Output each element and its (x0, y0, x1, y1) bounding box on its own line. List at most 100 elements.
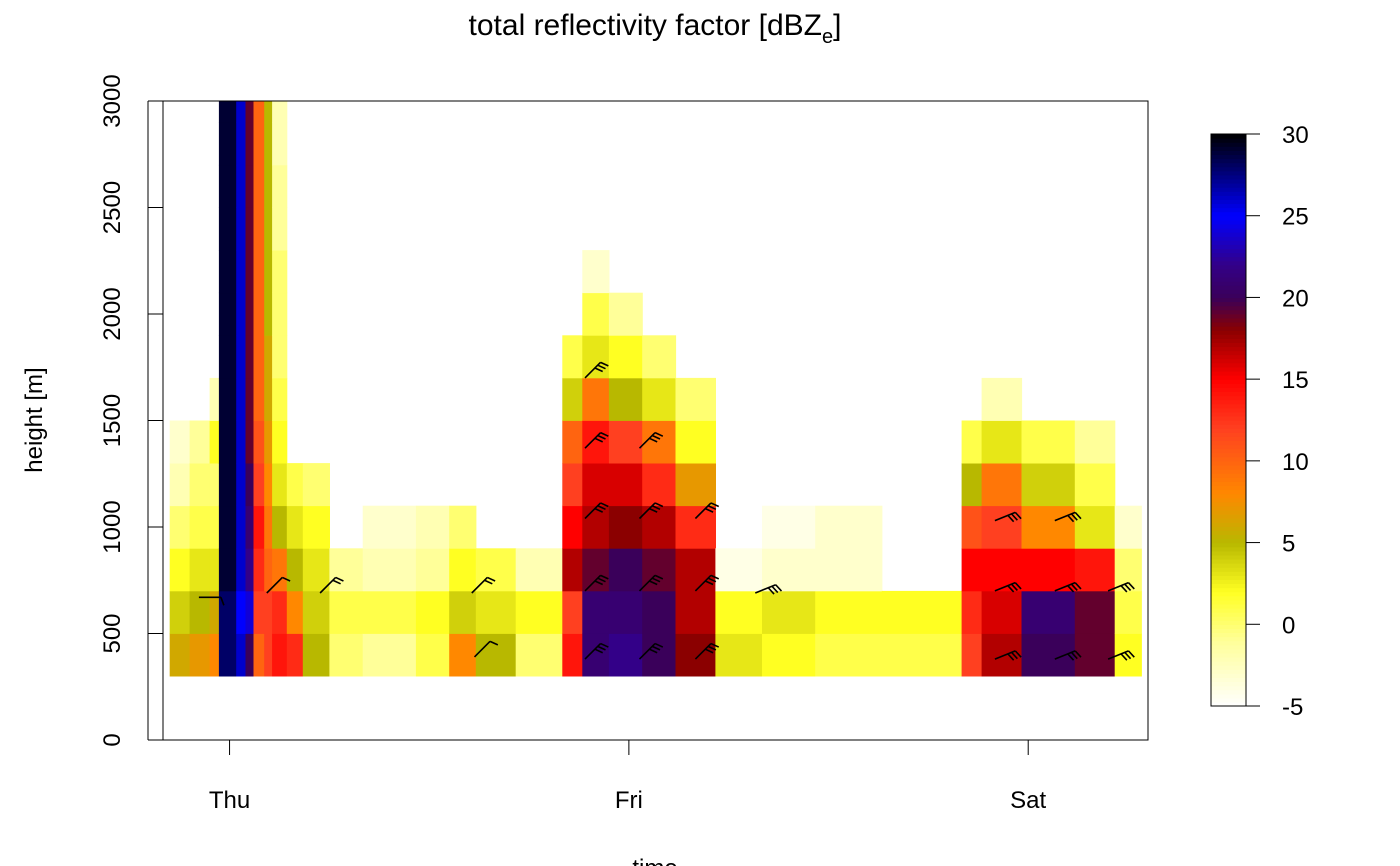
heatmap-cell (286, 633, 304, 677)
y-tick-label: 1500 (99, 394, 126, 447)
heatmap-cell (264, 377, 273, 421)
heatmap-cell (362, 633, 417, 677)
colorbar-step (1211, 285, 1246, 290)
x-tick-label: Sat (1010, 787, 1046, 814)
colorbar-step (1211, 628, 1246, 634)
heatmap-cell (209, 633, 220, 677)
colorbar-step (1211, 501, 1246, 507)
colorbar-step (1211, 652, 1246, 658)
colorbar-step (1211, 505, 1246, 511)
heatmap-cell (218, 250, 237, 294)
heatmap-cell (253, 420, 265, 464)
colorbar-step (1211, 268, 1246, 274)
colorbar-step (1211, 215, 1246, 221)
colorbar-step (1211, 685, 1246, 691)
colorbar-step (1211, 403, 1246, 409)
colorbar-tick-label: 0 (1282, 612, 1295, 639)
colorbar-step (1211, 150, 1246, 156)
colorbar-step (1211, 460, 1246, 466)
colorbar-step (1211, 620, 1246, 625)
heatmap-cell (236, 377, 247, 421)
colorbar-step (1211, 264, 1246, 270)
heatmap-cell (675, 548, 716, 592)
heatmap-cell (675, 420, 716, 464)
heatmap-cell (582, 548, 610, 592)
colorbar-step (1211, 636, 1246, 642)
colorbar-step (1211, 379, 1246, 384)
heatmap-cell (209, 463, 220, 507)
wind-barb (584, 431, 609, 449)
chart-title-main: total reflectivity factor [dBZ (469, 9, 822, 42)
heatmap-cell (961, 463, 983, 507)
heatmap-cell (642, 377, 677, 421)
colorbar-step (1211, 497, 1246, 503)
colorbar-step (1211, 612, 1246, 617)
heatmap-cell (169, 420, 191, 464)
colorbar-step (1211, 170, 1246, 176)
wind-barbs (198, 361, 1135, 661)
heatmap-cell (253, 590, 265, 634)
heatmap-cell (981, 633, 1023, 677)
heatmap-cell (245, 164, 255, 208)
heatmap-cell (272, 420, 288, 464)
colorbar-step (1211, 661, 1246, 666)
colorbar-step (1211, 599, 1246, 605)
colorbar-step (1211, 603, 1246, 609)
heatmap-cell (329, 590, 364, 634)
colorbar-step (1211, 277, 1246, 282)
heatmap-cell (236, 335, 247, 379)
heatmap-cell (169, 548, 191, 592)
colorbar-step (1211, 281, 1246, 286)
colorbar-step (1211, 546, 1246, 552)
colorbar-step (1211, 207, 1246, 213)
colorbar-step (1211, 420, 1246, 425)
heatmap-cell (515, 633, 563, 677)
heatmap-cell (236, 590, 247, 634)
heatmap-cell (218, 463, 237, 507)
heatmap-cell (475, 590, 517, 634)
colorbar-step (1211, 689, 1246, 695)
colorbar-step (1211, 518, 1246, 523)
colorbar-tick-label: 25 (1282, 204, 1309, 231)
heatmap-cell (362, 548, 417, 592)
heatmap-cell (415, 505, 450, 549)
heatmap-cell (1074, 463, 1116, 507)
colorbar-step (1211, 481, 1246, 486)
wind-barb (638, 502, 664, 520)
heatmap-cell (169, 463, 191, 507)
colorbar-step (1211, 440, 1246, 446)
colorbar-step (1211, 227, 1246, 233)
heatmap-cell (582, 250, 610, 294)
heatmap-cell (245, 463, 255, 507)
heatmap-cell (608, 505, 643, 549)
heatmap-cell (562, 548, 583, 592)
colorbar-step (1211, 571, 1246, 576)
heatmap-cell (1021, 548, 1076, 592)
heatmap-cell (562, 420, 583, 464)
heatmap-cell (515, 590, 563, 634)
heatmap-cell (608, 463, 643, 507)
colorbar-step (1211, 289, 1246, 294)
colorbar-step (1211, 669, 1246, 674)
heatmap-cell (1114, 548, 1142, 592)
colorbar-step (1211, 477, 1246, 482)
heatmap-cell (272, 590, 288, 634)
colorbar-step (1211, 350, 1246, 356)
colorbar-step (1211, 146, 1246, 151)
colorbar-step (1211, 195, 1246, 200)
wind-barb (755, 584, 783, 595)
heatmap-cell (981, 420, 1023, 464)
heatmap-cell (189, 463, 211, 507)
colorbar: -5 0 5 10 15 20 25 30 (1210, 122, 1309, 721)
heatmap-cell (218, 505, 237, 549)
heatmap-cell (815, 505, 883, 549)
heatmap-cell (582, 590, 610, 634)
colorbar-step (1211, 677, 1246, 683)
heatmap-cell (189, 590, 211, 634)
colorbar-step (1211, 293, 1246, 299)
heatmap-cell (218, 122, 237, 166)
heatmap-cell (1021, 463, 1076, 507)
heatmap-cell (961, 548, 983, 592)
heatmap-cell (329, 548, 364, 592)
heatmap-cell (981, 548, 1023, 592)
